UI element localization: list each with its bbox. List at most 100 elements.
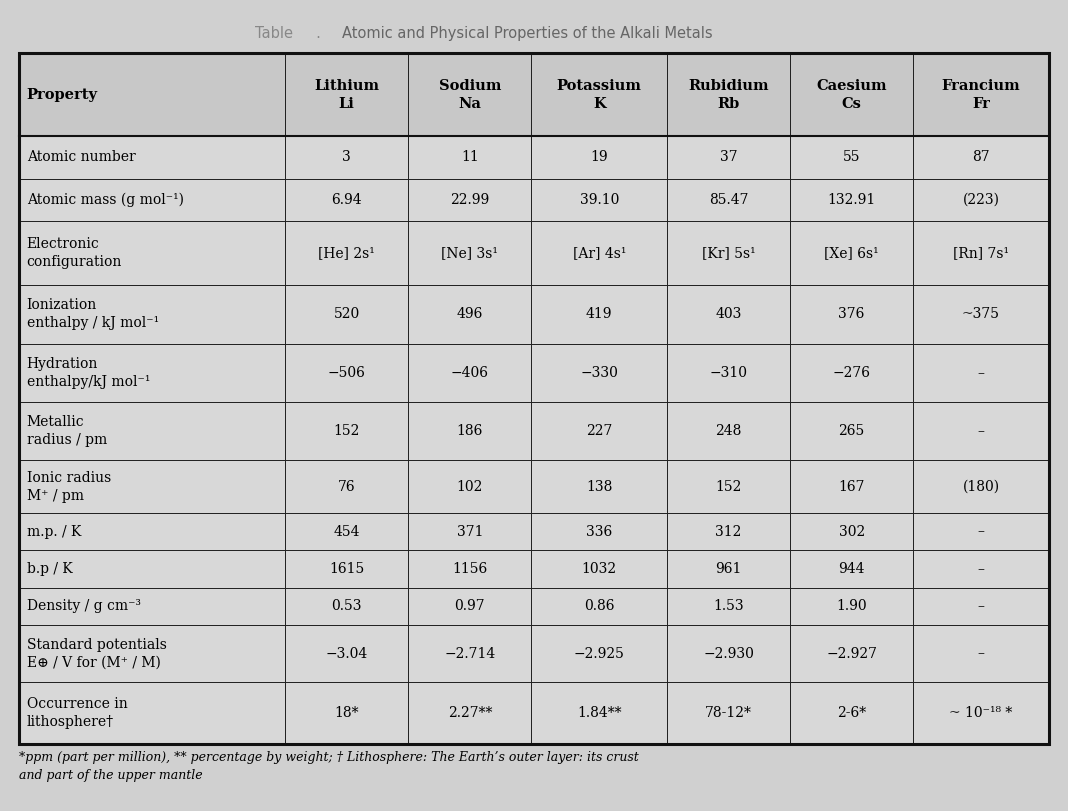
Text: ~375: ~375 — [962, 307, 1000, 321]
Bar — [532, 513, 668, 550]
Bar — [532, 221, 668, 285]
Text: 376: 376 — [838, 307, 865, 321]
Bar — [913, 402, 1049, 461]
Text: 78-12*: 78-12* — [705, 706, 752, 720]
Bar — [19, 344, 285, 402]
Text: 6.94: 6.94 — [331, 192, 362, 207]
Text: Ionization
enthalpy / kJ mol⁻¹: Ionization enthalpy / kJ mol⁻¹ — [27, 298, 159, 330]
Bar — [913, 136, 1049, 178]
Text: 520: 520 — [333, 307, 360, 321]
Bar — [408, 588, 532, 625]
Bar — [532, 285, 668, 344]
Text: –: – — [977, 424, 985, 438]
Text: 248: 248 — [716, 424, 742, 438]
Bar — [408, 221, 532, 285]
Text: −2.930: −2.930 — [703, 646, 754, 661]
Bar — [285, 588, 408, 625]
Text: 961: 961 — [716, 562, 742, 576]
Text: 419: 419 — [586, 307, 612, 321]
Bar — [913, 513, 1049, 550]
Bar — [668, 344, 790, 402]
Text: Metallic
radius / pm: Metallic radius / pm — [27, 415, 107, 447]
Bar — [790, 178, 913, 221]
Text: Sodium
Na: Sodium Na — [439, 79, 501, 110]
Bar — [532, 53, 668, 136]
Text: 3: 3 — [343, 151, 351, 165]
Text: Density / g cm⁻³: Density / g cm⁻³ — [27, 599, 141, 613]
Text: Standard potentials
E⊕ / V for (M⁺ / M): Standard potentials E⊕ / V for (M⁺ / M) — [27, 637, 167, 670]
Text: [Kr] 5s¹: [Kr] 5s¹ — [702, 246, 755, 260]
Bar — [913, 221, 1049, 285]
Bar — [408, 550, 532, 588]
Bar — [285, 402, 408, 461]
Text: 138: 138 — [586, 479, 612, 494]
Bar — [913, 625, 1049, 682]
Text: Electronic
configuration: Electronic configuration — [27, 237, 122, 269]
Text: 152: 152 — [716, 479, 742, 494]
Text: 85.47: 85.47 — [709, 192, 749, 207]
Text: −3.04: −3.04 — [326, 646, 367, 661]
Bar — [668, 682, 790, 744]
Bar — [532, 682, 668, 744]
Text: 302: 302 — [838, 525, 865, 539]
Bar — [285, 344, 408, 402]
Bar — [790, 402, 913, 461]
Bar — [913, 588, 1049, 625]
Text: Occurrence in
lithosphere†: Occurrence in lithosphere† — [27, 697, 127, 729]
Text: 87: 87 — [972, 151, 990, 165]
Text: Caesium
Cs: Caesium Cs — [816, 79, 886, 110]
Bar — [790, 344, 913, 402]
Text: Potassium
K: Potassium K — [556, 79, 642, 110]
Bar — [532, 402, 668, 461]
Text: Atomic number: Atomic number — [27, 151, 136, 165]
Bar — [408, 285, 532, 344]
Bar — [532, 344, 668, 402]
Bar — [668, 221, 790, 285]
Text: Francium
Fr: Francium Fr — [942, 79, 1020, 110]
Text: −2.925: −2.925 — [574, 646, 625, 661]
Text: 454: 454 — [333, 525, 360, 539]
Text: –: – — [977, 646, 985, 661]
Text: 0.97: 0.97 — [455, 599, 485, 613]
Text: m.p. / K: m.p. / K — [27, 525, 81, 539]
Text: Table     .: Table . — [254, 26, 320, 41]
Bar — [668, 550, 790, 588]
Text: Lithium
Li: Lithium Li — [314, 79, 379, 110]
Bar — [285, 682, 408, 744]
Text: Atomic and Physical Properties of the Alkali Metals: Atomic and Physical Properties of the Al… — [342, 26, 712, 41]
Text: Hydration
enthalpy/kJ mol⁻¹: Hydration enthalpy/kJ mol⁻¹ — [27, 357, 151, 388]
Text: 312: 312 — [716, 525, 742, 539]
Text: Rubidium
Rb: Rubidium Rb — [688, 79, 769, 110]
Text: −2.927: −2.927 — [827, 646, 877, 661]
Text: (180): (180) — [962, 479, 1000, 494]
Bar — [408, 461, 532, 513]
Bar — [19, 53, 285, 136]
Text: Property: Property — [27, 88, 97, 101]
Bar — [408, 53, 532, 136]
Text: *ppm (part per million), ** percentage by weight; † Lithosphere: The Earth’s out: *ppm (part per million), ** percentage b… — [19, 751, 639, 782]
Text: −506: −506 — [328, 366, 365, 380]
Bar — [408, 402, 532, 461]
Bar — [408, 344, 532, 402]
Bar — [913, 178, 1049, 221]
Bar — [285, 513, 408, 550]
Bar — [285, 221, 408, 285]
Bar — [668, 285, 790, 344]
Text: 1032: 1032 — [582, 562, 616, 576]
Bar — [790, 513, 913, 550]
Text: 227: 227 — [586, 424, 612, 438]
Bar — [532, 625, 668, 682]
Text: (223): (223) — [962, 192, 1000, 207]
Bar — [285, 285, 408, 344]
Bar — [790, 588, 913, 625]
Text: 11: 11 — [461, 151, 478, 165]
Bar — [532, 550, 668, 588]
Text: 1.84**: 1.84** — [577, 706, 622, 720]
Text: 265: 265 — [838, 424, 865, 438]
Text: [Ar] 4s¹: [Ar] 4s¹ — [572, 246, 626, 260]
Bar — [285, 178, 408, 221]
Text: Ionic radius
M⁺ / pm: Ionic radius M⁺ / pm — [27, 470, 111, 503]
Bar — [913, 285, 1049, 344]
Bar — [285, 53, 408, 136]
Bar — [19, 682, 285, 744]
